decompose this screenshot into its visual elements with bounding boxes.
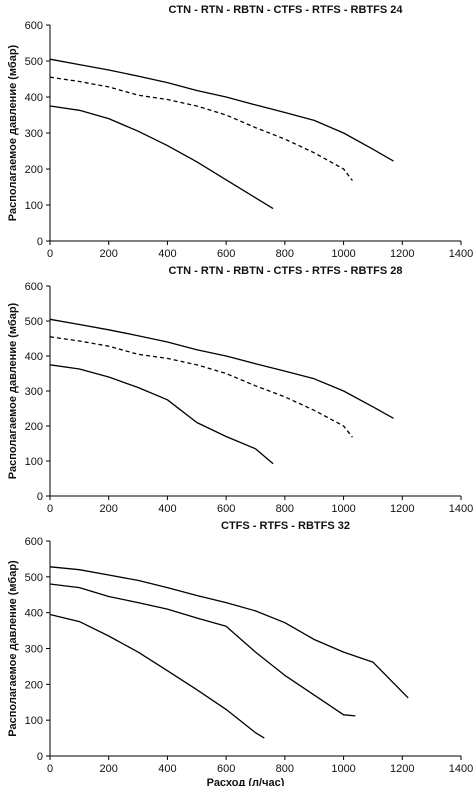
series-line-1 <box>49 318 394 419</box>
y-tick-label: 100 <box>25 456 43 468</box>
y-tick-label: 500 <box>25 572 43 584</box>
y-tick-label: 100 <box>25 200 43 212</box>
series-line-2 <box>49 583 356 717</box>
y-tick-label: 0 <box>37 751 43 763</box>
x-tick-label: 0 <box>47 248 53 260</box>
series-line-1 <box>49 566 409 699</box>
y-tick-label: 300 <box>25 644 43 656</box>
chart-title: CTN - RTN - RBTN - CTFS - RTFS - RBTFS 2… <box>168 4 403 16</box>
x-tick-label: 600 <box>217 248 235 260</box>
y-tick-label: 500 <box>25 316 43 328</box>
y-tick-label: 300 <box>25 386 43 398</box>
y-tick-label: 400 <box>25 351 43 363</box>
x-tick-label: 0 <box>47 763 53 775</box>
x-tick-label: 400 <box>158 248 176 260</box>
y-tick-label: 0 <box>37 236 43 248</box>
y-axis-label: Располагаемое давление (мбар) <box>7 560 19 737</box>
chart-title: CTN - RTN - RBTN - CTFS - RTFS - RBTFS 2… <box>168 265 402 277</box>
chart-3: CTFS - RTFS - RBTFS 32 0 100 200 300 400 500 60… <box>7 520 473 786</box>
x-tick-label: 1400 <box>449 763 473 775</box>
y-tick-label: 200 <box>25 164 43 176</box>
x-tick-label: 1000 <box>331 503 355 515</box>
y-tick-label: 400 <box>25 608 43 620</box>
x-tick-label: 200 <box>100 763 118 775</box>
chart-title: CTFS - RTFS - RBTFS 32 <box>221 520 350 532</box>
x-tick-label: 1200 <box>390 248 414 260</box>
series-line-3 <box>49 364 274 465</box>
x-tick-label: 0 <box>47 503 53 515</box>
x-tick-label: 1400 <box>449 248 473 260</box>
chart-2: CTN - RTN - RBTN - CTFS - RTFS - RBTFS 2… <box>7 265 473 515</box>
series-line-2 <box>49 336 353 438</box>
y-axis-label: Располагаемое давление (мбар) <box>7 302 19 479</box>
y-tick-label: 0 <box>37 491 43 503</box>
x-tick-label: 200 <box>100 503 118 515</box>
x-tick-label: 1400 <box>449 503 473 515</box>
y-axis-label: Располагаемое давление (мбар) <box>7 44 19 221</box>
y-tick-label: 200 <box>25 421 43 433</box>
x-tick-label: 800 <box>276 248 294 260</box>
x-tick-label: 800 <box>276 763 294 775</box>
x-tick-label: 1200 <box>390 503 414 515</box>
x-tick-label: 600 <box>217 763 235 775</box>
chart-1: CTN - RTN - RBTN - CTFS - RTFS - RBTFS 2… <box>7 4 473 260</box>
y-tick-label: 400 <box>25 92 43 104</box>
y-tick-label: 600 <box>25 281 43 293</box>
y-tick-label: 600 <box>25 20 43 32</box>
series-line-1 <box>49 58 394 162</box>
x-tick-label: 800 <box>276 503 294 515</box>
x-tick-label: 400 <box>158 503 176 515</box>
x-tick-label: 200 <box>100 248 118 260</box>
x-tick-label: 1000 <box>331 248 355 260</box>
y-tick-label: 300 <box>25 128 43 140</box>
x-tick-label: 600 <box>217 503 235 515</box>
series-line-2 <box>49 76 353 181</box>
x-tick-label: 1200 <box>390 763 414 775</box>
y-tick-label: 100 <box>25 715 43 727</box>
x-axis-label: Расход (л/час) <box>207 777 285 786</box>
series-line-3 <box>49 105 274 210</box>
x-tick-label: 1000 <box>331 763 355 775</box>
y-tick-label: 200 <box>25 679 43 691</box>
y-tick-label: 600 <box>25 536 43 548</box>
x-tick-label: 400 <box>158 763 176 775</box>
series-line-3 <box>49 613 265 739</box>
y-tick-label: 500 <box>25 56 43 68</box>
